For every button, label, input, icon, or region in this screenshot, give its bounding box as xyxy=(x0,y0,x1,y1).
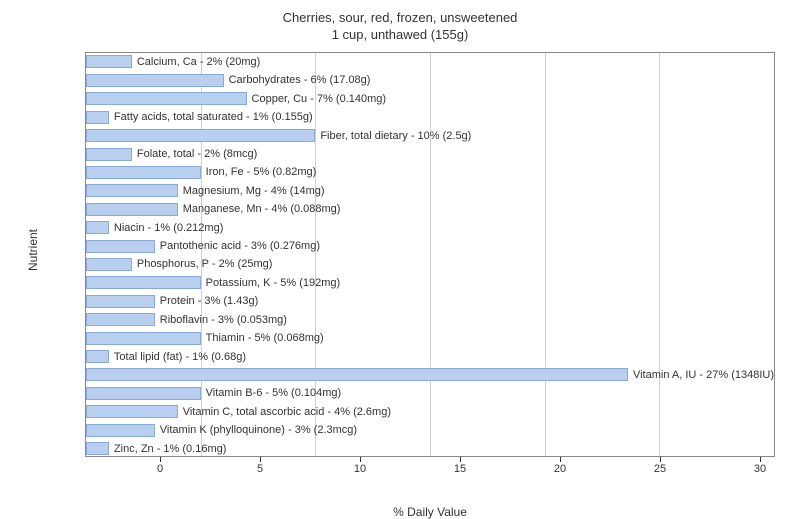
nutrient-bar xyxy=(86,240,155,253)
plot-area: Calcium, Ca - 2% (20mg) Carbohydrates - 6… xyxy=(85,52,775,457)
chart-title-line1: Cherries, sour, red, frozen, unsweetened xyxy=(10,10,790,27)
nutrient-label: Total lipid (fat) - 1% (0.68g) xyxy=(114,351,246,363)
nutrient-label: Vitamin B-6 - 5% (0.104mg) xyxy=(206,387,342,399)
nutrient-label: Vitamin K (phylloquinone) - 3% (2.3mcg) xyxy=(160,424,357,436)
x-tick xyxy=(260,457,261,462)
nutrient-label: Zinc, Zn - 1% (0.16mg) xyxy=(114,443,226,455)
nutrient-row: Manganese, Mn - 4% (0.088mg) xyxy=(86,203,774,216)
x-axis: 051015202530 xyxy=(160,457,760,487)
nutrient-bar xyxy=(86,442,109,455)
nutrient-row: Pantothenic acid - 3% (0.276mg) xyxy=(86,240,774,253)
nutrient-label: Vitamin C, total ascorbic acid - 4% (2.6… xyxy=(183,406,391,418)
chart-title-line2: 1 cup, unthawed (155g) xyxy=(10,27,790,44)
nutrient-row: Vitamin A, IU - 27% (1348IU) xyxy=(86,368,774,381)
nutrient-label: Fiber, total dietary - 10% (2.5g) xyxy=(320,130,471,142)
y-axis-title: Nutrient xyxy=(26,229,40,271)
nutrient-label: Phosphorus, P - 2% (25mg) xyxy=(137,258,273,270)
nutrient-label: Thiamin - 5% (0.068mg) xyxy=(206,332,324,344)
nutrient-bar xyxy=(86,350,109,363)
nutrient-bar xyxy=(86,368,628,381)
nutrient-row: Thiamin - 5% (0.068mg) xyxy=(86,332,774,345)
nutrient-row: Riboflavin - 3% (0.053mg) xyxy=(86,313,774,326)
x-tick-label: 10 xyxy=(354,463,366,475)
x-tick-label: 25 xyxy=(654,463,666,475)
nutrient-label: Folate, total - 2% (8mcg) xyxy=(137,148,257,160)
nutrient-bar xyxy=(86,405,178,418)
x-tick xyxy=(460,457,461,462)
nutrient-label: Magnesium, Mg - 4% (14mg) xyxy=(183,185,325,197)
nutrient-bar xyxy=(86,148,132,161)
nutrient-row: Iron, Fe - 5% (0.82mg) xyxy=(86,166,774,179)
nutrient-bar xyxy=(86,166,201,179)
nutrient-bar xyxy=(86,203,178,216)
nutrient-bar xyxy=(86,74,224,87)
nutrient-bar xyxy=(86,424,155,437)
nutrient-bar xyxy=(86,295,155,308)
x-tick xyxy=(560,457,561,462)
nutrient-label: Niacin - 1% (0.212mg) xyxy=(114,222,223,234)
x-tick-label: 0 xyxy=(157,463,163,475)
nutrient-label: Iron, Fe - 5% (0.82mg) xyxy=(206,166,317,178)
nutrient-row: Calcium, Ca - 2% (20mg) xyxy=(86,55,774,68)
nutrient-bar xyxy=(86,129,315,142)
x-tick-label: 15 xyxy=(454,463,466,475)
x-tick-label: 30 xyxy=(754,463,766,475)
nutrient-row: Protein - 3% (1.43g) xyxy=(86,295,774,308)
nutrient-label: Manganese, Mn - 4% (0.088mg) xyxy=(183,203,341,215)
nutrient-label: Riboflavin - 3% (0.053mg) xyxy=(160,314,287,326)
x-tick xyxy=(360,457,361,462)
nutrient-row: Total lipid (fat) - 1% (0.68g) xyxy=(86,350,774,363)
nutrient-row: Niacin - 1% (0.212mg) xyxy=(86,221,774,234)
nutrient-bar xyxy=(86,387,201,400)
nutrient-row: Fiber, total dietary - 10% (2.5g) xyxy=(86,129,774,142)
nutrient-row: Phosphorus, P - 2% (25mg) xyxy=(86,258,774,271)
x-tick xyxy=(160,457,161,462)
nutrient-label: Fatty acids, total saturated - 1% (0.155… xyxy=(114,111,313,123)
nutrient-row: Zinc, Zn - 1% (0.16mg) xyxy=(86,442,774,455)
nutrient-label: Calcium, Ca - 2% (20mg) xyxy=(137,56,260,68)
x-tick-label: 20 xyxy=(554,463,566,475)
nutrient-row: Vitamin K (phylloquinone) - 3% (2.3mcg) xyxy=(86,424,774,437)
nutrient-bar xyxy=(86,221,109,234)
nutrient-row: Vitamin B-6 - 5% (0.104mg) xyxy=(86,387,774,400)
nutrient-bar xyxy=(86,313,155,326)
nutrient-label: Pantothenic acid - 3% (0.276mg) xyxy=(160,240,320,252)
nutrient-label: Potassium, K - 5% (192mg) xyxy=(206,277,341,289)
nutrient-bar xyxy=(86,92,247,105)
x-tick xyxy=(660,457,661,462)
x-axis-title: % Daily Value xyxy=(85,505,775,519)
nutrient-label: Vitamin A, IU - 27% (1348IU) xyxy=(633,369,774,381)
x-tick-label: 5 xyxy=(257,463,263,475)
nutrient-chart: Cherries, sour, red, frozen, unsweetened… xyxy=(0,0,800,500)
nutrient-row: Potassium, K - 5% (192mg) xyxy=(86,276,774,289)
nutrient-row: Folate, total - 2% (8mcg) xyxy=(86,148,774,161)
nutrient-bar xyxy=(86,184,178,197)
nutrient-label: Protein - 3% (1.43g) xyxy=(160,295,258,307)
nutrient-bar xyxy=(86,332,201,345)
nutrient-row: Copper, Cu - 7% (0.140mg) xyxy=(86,92,774,105)
x-tick xyxy=(760,457,761,462)
nutrient-row: Fatty acids, total saturated - 1% (0.155… xyxy=(86,111,774,124)
nutrient-row: Vitamin C, total ascorbic acid - 4% (2.6… xyxy=(86,405,774,418)
nutrient-bar xyxy=(86,111,109,124)
nutrient-label: Carbohydrates - 6% (17.08g) xyxy=(229,74,371,86)
nutrient-bar xyxy=(86,55,132,68)
nutrient-row: Carbohydrates - 6% (17.08g) xyxy=(86,74,774,87)
chart-title: Cherries, sour, red, frozen, unsweetened… xyxy=(10,10,790,44)
nutrient-row: Magnesium, Mg - 4% (14mg) xyxy=(86,184,774,197)
nutrient-bar xyxy=(86,258,132,271)
nutrient-bar xyxy=(86,276,201,289)
nutrient-label: Copper, Cu - 7% (0.140mg) xyxy=(252,93,387,105)
